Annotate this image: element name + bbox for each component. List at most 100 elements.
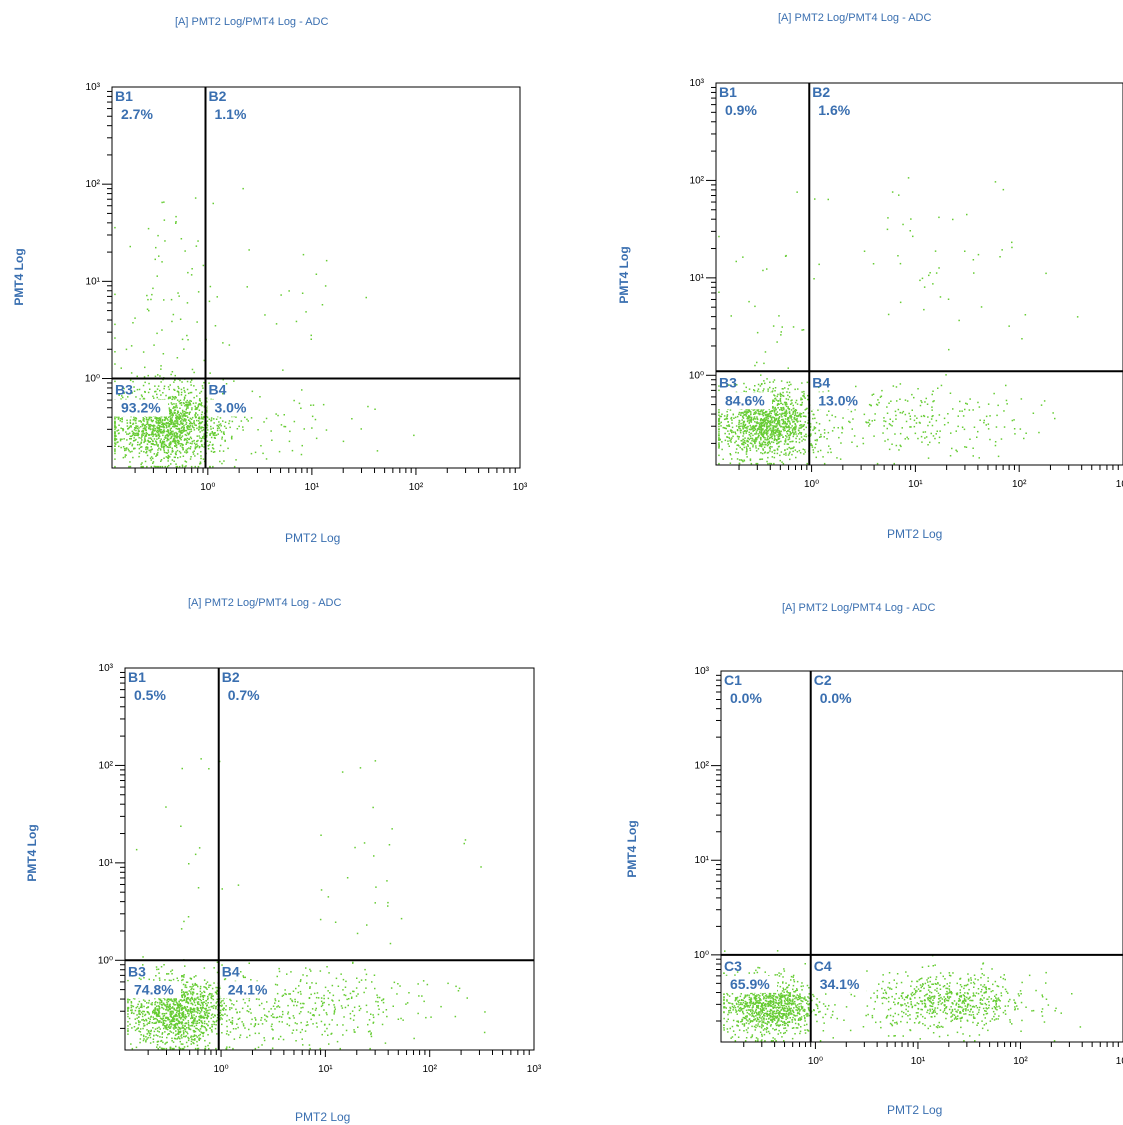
event-point	[255, 998, 258, 1000]
event-point	[758, 434, 760, 437]
event-point	[127, 433, 130, 435]
event-point	[769, 420, 772, 422]
event-point	[157, 444, 159, 446]
event-point	[356, 977, 358, 979]
event-point	[214, 432, 216, 434]
event-point	[171, 320, 173, 323]
event-point	[114, 293, 116, 296]
event-point	[149, 451, 152, 453]
event-point	[782, 419, 785, 422]
event-point	[179, 434, 181, 437]
event-point	[185, 1009, 187, 1011]
event-point	[194, 984, 196, 986]
event-point	[158, 1008, 160, 1010]
y-tick-label: 10³	[690, 78, 705, 89]
event-point	[141, 395, 143, 398]
event-point	[198, 422, 200, 425]
event-point	[742, 428, 744, 430]
event-point	[159, 428, 162, 431]
event-point	[776, 429, 778, 432]
event-point	[782, 406, 785, 409]
event-point	[189, 399, 191, 402]
event-point	[139, 426, 142, 428]
event-point	[155, 421, 157, 423]
event-point	[166, 1001, 168, 1004]
event-point	[776, 411, 779, 413]
event-point	[191, 426, 194, 428]
event-point	[344, 1006, 347, 1009]
event-point	[148, 1022, 151, 1024]
event-point	[396, 993, 398, 995]
event-point	[754, 442, 756, 444]
event-point	[181, 1021, 183, 1023]
event-point	[769, 423, 771, 426]
event-point	[132, 440, 135, 442]
event-point	[777, 420, 779, 422]
event-point	[800, 397, 802, 399]
event-point	[127, 998, 129, 1000]
event-point	[973, 426, 976, 428]
event-point	[141, 433, 143, 435]
event-point	[784, 438, 787, 440]
event-point	[801, 391, 803, 393]
event-point	[778, 403, 780, 405]
event-point	[755, 412, 757, 414]
event-point	[805, 408, 807, 410]
event-point	[189, 436, 192, 438]
event-point	[909, 415, 911, 417]
event-point	[181, 1000, 183, 1002]
event-point	[118, 416, 120, 419]
event-point	[199, 998, 201, 1001]
event-point	[148, 427, 150, 429]
event-point	[127, 396, 129, 398]
event-point	[164, 419, 166, 421]
event-point	[132, 422, 135, 425]
event-point	[158, 422, 160, 425]
event-point	[171, 440, 174, 443]
event-point	[138, 1030, 140, 1032]
event-point	[1006, 403, 1008, 405]
event-point	[246, 286, 248, 288]
event-point	[413, 1037, 415, 1040]
event-point	[193, 1030, 195, 1032]
event-point	[160, 429, 163, 431]
event-point	[185, 434, 188, 437]
event-point	[221, 1004, 223, 1006]
event-point	[783, 443, 786, 445]
event-point	[987, 428, 990, 430]
event-point	[176, 1015, 178, 1017]
event-point	[199, 392, 201, 394]
event-point	[792, 450, 794, 453]
event-point	[163, 441, 165, 443]
event-point	[166, 1003, 169, 1005]
event-point	[787, 394, 789, 397]
event-point	[162, 353, 165, 355]
event-point	[938, 442, 940, 444]
event-point	[206, 416, 209, 419]
event-point	[299, 980, 302, 983]
event-point	[741, 425, 743, 427]
event-point	[352, 1019, 355, 1021]
event-point	[163, 432, 165, 434]
event-point	[180, 1007, 183, 1010]
event-point	[200, 403, 202, 405]
event-point	[348, 998, 350, 1000]
event-point	[200, 437, 203, 440]
event-point	[196, 427, 198, 430]
event-point	[138, 1013, 140, 1015]
event-point	[745, 446, 748, 448]
event-point	[202, 1016, 204, 1019]
event-point	[171, 403, 173, 406]
event-point	[189, 977, 192, 979]
event-point	[158, 447, 160, 449]
event-point	[210, 425, 212, 428]
event-point	[776, 452, 779, 455]
event-point	[144, 390, 146, 393]
event-point	[192, 998, 194, 1000]
event-point	[231, 435, 233, 438]
event-point	[206, 1017, 208, 1020]
event-point	[886, 412, 889, 414]
event-point	[178, 1013, 180, 1015]
event-point	[965, 446, 968, 448]
event-point	[811, 446, 814, 448]
